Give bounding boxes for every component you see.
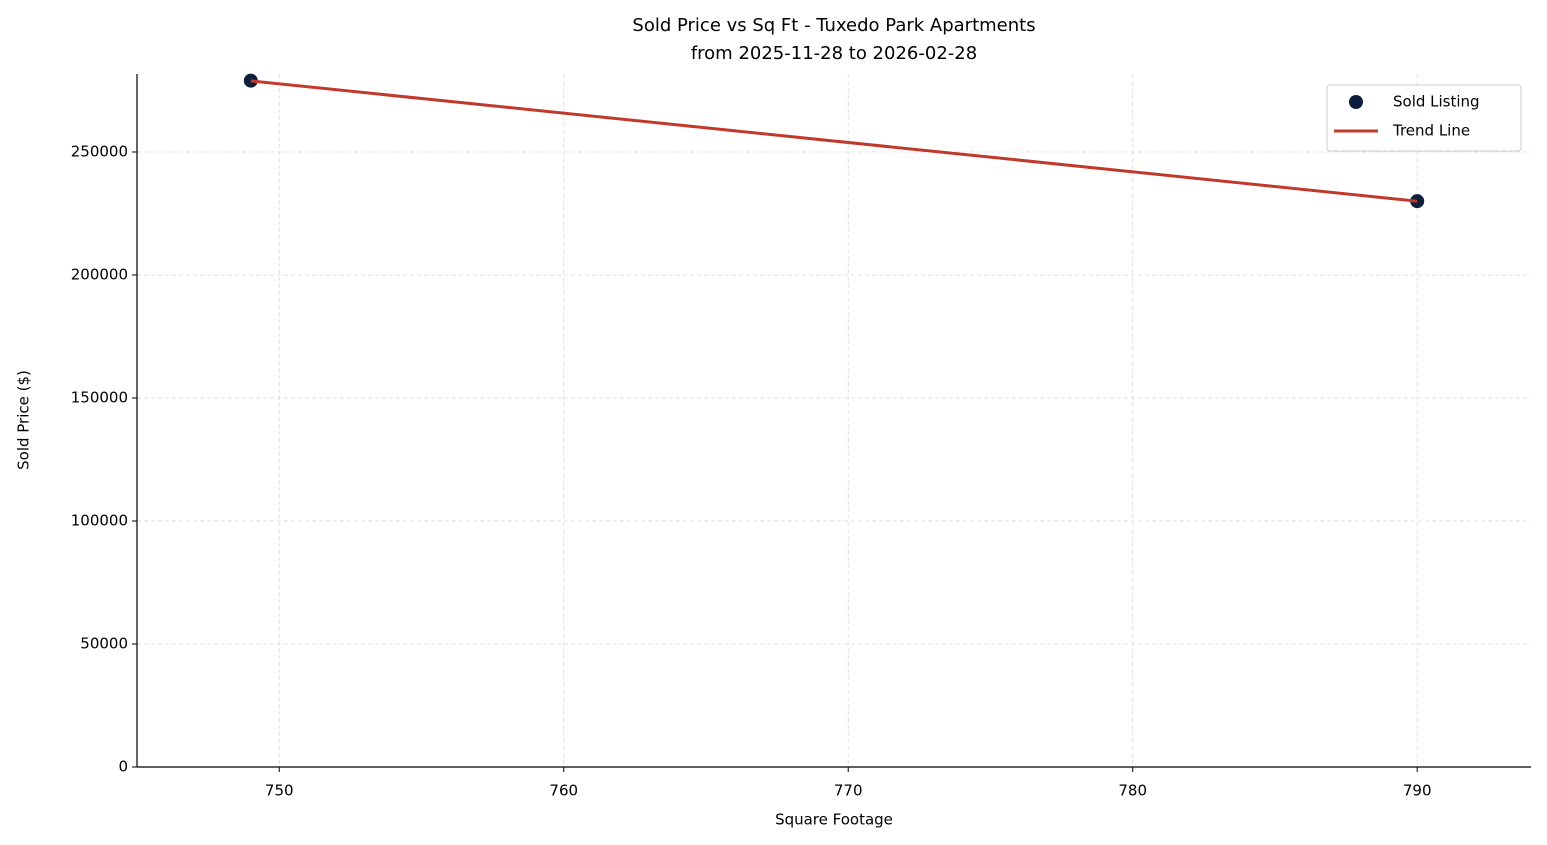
x-tick-label: 770 — [834, 782, 863, 800]
y-tick-label: 250000 — [71, 142, 128, 160]
x-tick-label: 760 — [549, 782, 578, 800]
legend-label: Trend Line — [1392, 122, 1470, 140]
y-tick-label: 200000 — [71, 265, 128, 283]
data-point — [243, 73, 258, 88]
legend-marker — [1349, 95, 1363, 109]
x-axis-label: Square Footage — [775, 811, 893, 829]
y-tick-label: 150000 — [71, 388, 128, 406]
y-tick-label: 50000 — [80, 634, 128, 652]
x-tick-label: 790 — [1403, 782, 1432, 800]
legend-box — [1326, 84, 1522, 152]
chart-title: Sold Price vs Sq Ft - Tuxedo Park Apartm… — [632, 15, 1035, 36]
y-tick-label: 100000 — [71, 511, 128, 529]
x-tick-label: 750 — [265, 782, 294, 800]
y-axis-label: Sold Price ($) — [15, 370, 33, 470]
trend-line — [250, 79, 1418, 203]
chart-subtitle: from 2025-11-28 to 2026-02-28 — [691, 43, 977, 64]
y-tick-label: 0 — [118, 758, 128, 776]
legend-label: Sold Listing — [1393, 93, 1480, 111]
x-tick-label: 780 — [1118, 782, 1147, 800]
